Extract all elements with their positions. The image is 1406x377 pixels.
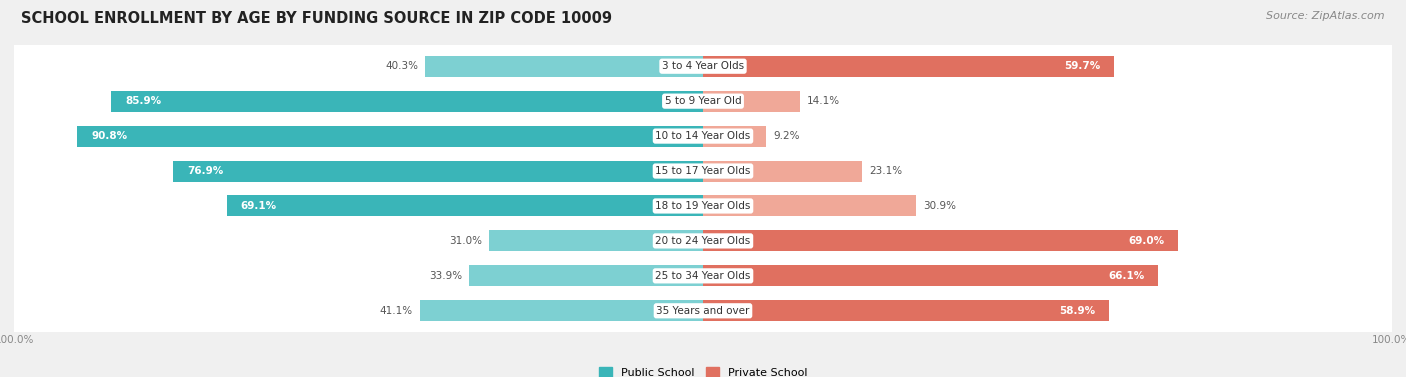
Text: SCHOOL ENROLLMENT BY AGE BY FUNDING SOURCE IN ZIP CODE 10009: SCHOOL ENROLLMENT BY AGE BY FUNDING SOUR…: [21, 11, 612, 26]
Text: 33.9%: 33.9%: [429, 271, 463, 281]
FancyBboxPatch shape: [13, 146, 1393, 196]
Text: 90.8%: 90.8%: [91, 131, 128, 141]
FancyBboxPatch shape: [13, 251, 1393, 301]
Bar: [111, 90, 703, 112]
Text: 59.7%: 59.7%: [1064, 61, 1101, 71]
Text: 25 to 34 Year Olds: 25 to 34 Year Olds: [655, 271, 751, 281]
Bar: [226, 196, 703, 216]
Text: 58.9%: 58.9%: [1059, 306, 1095, 316]
FancyBboxPatch shape: [13, 111, 1393, 161]
Bar: [703, 56, 1115, 77]
FancyBboxPatch shape: [13, 76, 1393, 126]
Bar: [703, 90, 800, 112]
Bar: [703, 161, 862, 181]
Text: 41.1%: 41.1%: [380, 306, 413, 316]
FancyBboxPatch shape: [13, 41, 1393, 91]
Text: 3 to 4 Year Olds: 3 to 4 Year Olds: [662, 61, 744, 71]
FancyBboxPatch shape: [13, 286, 1393, 336]
Text: 66.1%: 66.1%: [1108, 271, 1144, 281]
Text: 15 to 17 Year Olds: 15 to 17 Year Olds: [655, 166, 751, 176]
Text: 69.1%: 69.1%: [240, 201, 277, 211]
Text: 5 to 9 Year Old: 5 to 9 Year Old: [665, 96, 741, 106]
Text: Source: ZipAtlas.com: Source: ZipAtlas.com: [1267, 11, 1385, 21]
Text: 40.3%: 40.3%: [385, 61, 419, 71]
FancyBboxPatch shape: [13, 216, 1393, 266]
Bar: [420, 300, 703, 321]
Text: 76.9%: 76.9%: [187, 166, 224, 176]
Text: 18 to 19 Year Olds: 18 to 19 Year Olds: [655, 201, 751, 211]
Text: 23.1%: 23.1%: [869, 166, 903, 176]
Text: 10 to 14 Year Olds: 10 to 14 Year Olds: [655, 131, 751, 141]
FancyBboxPatch shape: [13, 181, 1393, 231]
Bar: [703, 265, 1159, 287]
Bar: [489, 230, 703, 251]
Bar: [703, 196, 915, 216]
Bar: [703, 300, 1109, 321]
Text: 20 to 24 Year Olds: 20 to 24 Year Olds: [655, 236, 751, 246]
Text: 69.0%: 69.0%: [1129, 236, 1164, 246]
Bar: [426, 56, 703, 77]
Text: 14.1%: 14.1%: [807, 96, 841, 106]
Bar: [470, 265, 703, 287]
Legend: Public School, Private School: Public School, Private School: [599, 367, 807, 377]
Text: 35 Years and over: 35 Years and over: [657, 306, 749, 316]
Bar: [703, 126, 766, 147]
Text: 9.2%: 9.2%: [773, 131, 800, 141]
Bar: [173, 161, 703, 181]
Bar: [77, 126, 703, 147]
Text: 31.0%: 31.0%: [450, 236, 482, 246]
Text: 85.9%: 85.9%: [125, 96, 162, 106]
Text: 30.9%: 30.9%: [922, 201, 956, 211]
Bar: [703, 230, 1178, 251]
